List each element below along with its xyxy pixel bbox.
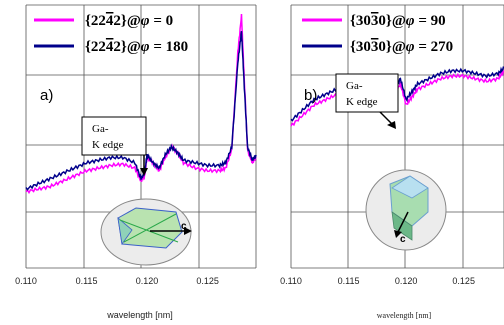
legend-b: {3030}@φ = 90 {3030}@φ = 270 [302, 13, 453, 55]
x-axis-label-b: wavelength [nm] [377, 311, 432, 320]
x-tick-label-b-2: 0.120 [395, 276, 418, 286]
legend-label-b-0: {3030}@φ = 90 [350, 13, 446, 29]
annotation-b: Ga- K edge [335, 73, 399, 129]
annotation-line1-a: Ga- [92, 123, 109, 135]
annotation-line2-a: K edge [92, 139, 124, 151]
x-tick-label-a-3: 0.125 [196, 276, 219, 286]
series-line-b-1 [290, 65, 504, 122]
legend-label-b-1: {3030}@φ = 270 [350, 39, 453, 55]
annotation-arrowhead-b [387, 121, 396, 129]
svg-text:c: c [181, 221, 187, 232]
series-b [290, 65, 504, 127]
x-tick-label-b-3: 0.125 [452, 276, 475, 286]
annotation-line1-b: Ga- [346, 80, 363, 92]
annotation-a: Ga- K edge [81, 116, 148, 176]
x-ticks-b: 0.110 0.115 0.120 0.125 [280, 276, 475, 286]
panel-a: 0.110 0.115 0.120 0.125 wavelength [nm] {22… [15, 4, 257, 320]
annotation-box-b [335, 73, 399, 113]
legend-label-a-0: {2242}@φ = 0 [85, 13, 173, 29]
panel-label-b: b) [304, 87, 317, 104]
legend-a: {2242}@φ = 0 {2242}@φ = 180 [34, 13, 188, 55]
panel-label-a: a) [40, 87, 53, 104]
crystal-inset-a: c [100, 198, 192, 266]
x-axis-label-a: wavelength [nm] [106, 310, 173, 320]
x-tick-label-a-2: 0.120 [136, 276, 159, 286]
svg-text:c: c [400, 234, 406, 245]
legend-label-a-1: {2242}@φ = 180 [85, 39, 188, 55]
legend-item-b-0: {3030}@φ = 90 [302, 13, 446, 29]
legend-item-b-1: {3030}@φ = 270 [302, 39, 453, 55]
legend-item-a-1: {2242}@φ = 180 [34, 39, 188, 55]
x-tick-label-b-1: 0.115 [338, 276, 360, 286]
series-a [25, 13, 257, 195]
x-tick-label-a-1: 0.115 [76, 276, 98, 286]
panel-b: 0.110 0.115 0.120 0.125 wavelength [nm] {30… [280, 4, 504, 320]
crystal-inset-b: c [365, 169, 447, 251]
series-line-a-1 [25, 30, 257, 191]
annotation-box-a [81, 116, 147, 156]
annotation-arrowhead-a [140, 168, 148, 176]
x-tick-label-b-0: 0.110 [280, 276, 302, 286]
annotation-line2-b: K edge [346, 96, 378, 108]
annotation-arrow-b [379, 111, 393, 125]
x-tick-label-a-0: 0.110 [15, 276, 37, 286]
x-ticks-a: 0.110 0.115 0.120 0.125 [15, 276, 219, 286]
legend-item-a-0: {2242}@φ = 0 [34, 13, 173, 29]
